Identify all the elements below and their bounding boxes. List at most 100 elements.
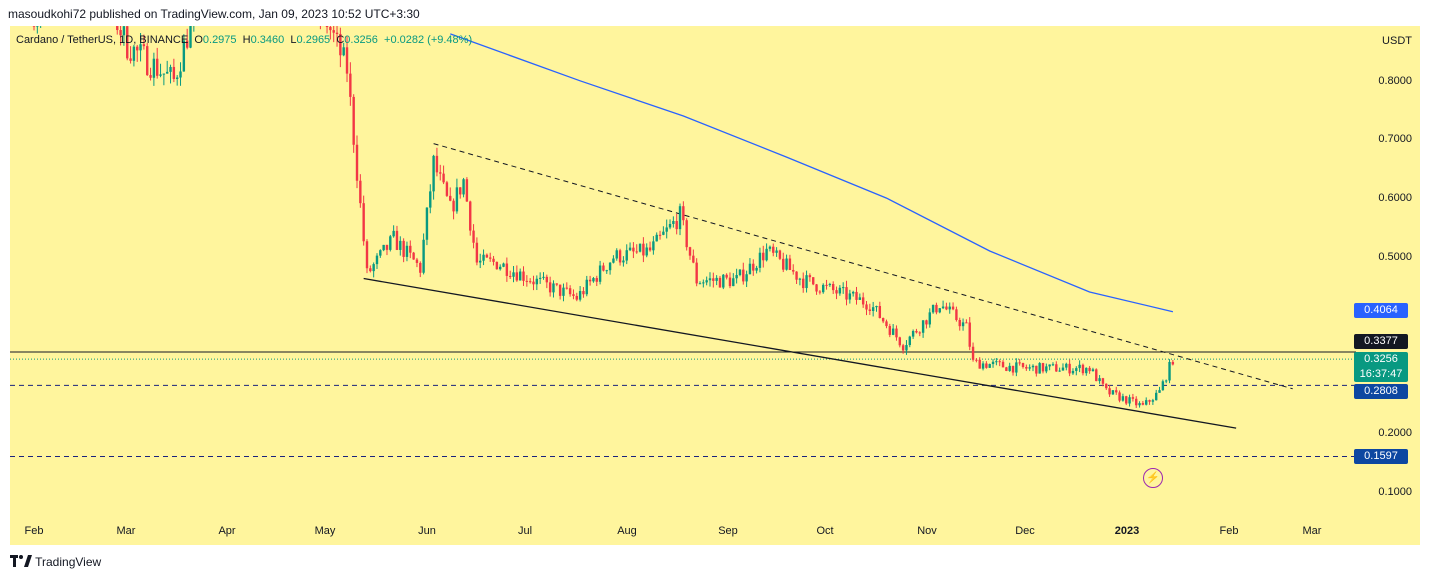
candle-body (885, 321, 888, 327)
support-level-badge: 0.2808 (1354, 384, 1408, 399)
candle-body (792, 269, 795, 272)
candle-body (988, 364, 991, 368)
candle-body (758, 252, 762, 268)
time-axis[interactable]: Feb Mar Apr May Jun Jul Aug Sep Oct Nov … (10, 468, 1356, 545)
price-axis[interactable]: USDT 0.8000 0.7000 0.6000 0.5000 0.2000 … (1354, 26, 1420, 517)
candle-body (875, 306, 878, 308)
legend-open-label: O (194, 34, 203, 46)
candle-body (931, 304, 935, 313)
candle-body (452, 200, 455, 212)
candle-body (748, 263, 752, 275)
candle-body (678, 206, 682, 230)
candle-body (465, 179, 469, 202)
candle-body (851, 291, 855, 294)
candle-body (512, 272, 515, 277)
candle-body (1018, 362, 1021, 364)
chart-svg[interactable] (10, 26, 1356, 517)
candle-body (1135, 398, 1138, 406)
candle-body (419, 262, 422, 273)
candle-body (838, 287, 842, 294)
candle-body (662, 231, 665, 235)
candle-body (542, 276, 545, 278)
candle-body (146, 46, 149, 76)
candle-body (169, 66, 172, 72)
candle-body (1031, 365, 1035, 368)
legend-high-label: H (242, 34, 251, 46)
candle-body (342, 47, 345, 56)
candle-body (921, 320, 925, 333)
x-tick-label: Nov (917, 525, 937, 537)
tradingview-logo[interactable]: TradingView (10, 555, 101, 569)
candle-body (439, 172, 442, 174)
candle-body (508, 275, 512, 277)
candle-body (1118, 392, 1121, 401)
candle-body (655, 234, 658, 242)
candle-body (1035, 365, 1038, 374)
candle-body (618, 250, 622, 263)
x-tick-label: Oct (816, 525, 834, 537)
candle-body (389, 236, 392, 250)
candle-body (858, 297, 862, 300)
legend-low: 0.2965 (296, 34, 331, 46)
resistance-level-badge: 0.3377 (1354, 334, 1408, 349)
candle-body (1058, 370, 1061, 372)
candle-body (672, 221, 675, 225)
candle-body (562, 287, 565, 296)
candle-body (928, 312, 931, 325)
candle-body (951, 306, 955, 310)
candle-body (808, 275, 812, 278)
candle-body (948, 306, 951, 310)
candle-body (325, 26, 329, 27)
candle-body (848, 293, 852, 300)
candle-body (871, 307, 875, 311)
candle-body (828, 284, 832, 286)
candle-body (1001, 361, 1005, 368)
candle-body (1085, 367, 1088, 374)
moving-average-badge: 0.4064 (1354, 303, 1408, 318)
candle-body (1141, 403, 1145, 405)
candle-body (142, 44, 146, 47)
candle-body (615, 250, 618, 259)
candle-body (485, 254, 489, 258)
candle-body (1061, 367, 1065, 371)
candle-body (832, 284, 835, 291)
candle-body (901, 345, 905, 351)
x-tick-label: Mar (1302, 525, 1322, 537)
candle-body (548, 282, 552, 293)
candle-body (722, 274, 725, 288)
candle-body (1121, 396, 1125, 401)
candle-body (489, 257, 492, 259)
candle-body (1015, 362, 1018, 373)
candle-body (1098, 378, 1101, 382)
candle-body (495, 261, 499, 270)
x-tick-label: Apr (218, 525, 236, 537)
candle-body (1005, 367, 1008, 371)
candle-body (1011, 365, 1015, 373)
candle-body (868, 309, 872, 311)
candle-body (645, 247, 648, 256)
candle-body (682, 206, 685, 221)
candle-body (685, 220, 688, 248)
flash-icon[interactable]: ⚡ (1143, 468, 1163, 488)
candle-body (938, 308, 941, 313)
candle-body (991, 361, 995, 365)
moving-average-line (450, 33, 1174, 313)
candle-body (768, 246, 772, 249)
candle-body (1131, 397, 1135, 399)
candle-body (179, 71, 182, 78)
candle-body (405, 245, 409, 257)
candle-body (345, 47, 349, 74)
x-tick-label: Mar (116, 525, 136, 537)
candle-body (632, 247, 635, 252)
candle-body (812, 277, 815, 285)
candle-body (905, 345, 908, 351)
x-tick-label: Dec (1015, 525, 1035, 537)
header-bar: masoudkohi72 published on TradingView.co… (0, 0, 1432, 26)
candle-body (1148, 400, 1151, 402)
y-tick-label: 0.1000 (1378, 486, 1412, 498)
candle-body (788, 258, 792, 270)
candle-body (362, 203, 365, 242)
candle-body (738, 269, 742, 276)
candle-body (459, 187, 462, 195)
chart-plot-area[interactable]: Cardano / TetherUS, 1D, BINANCE O0.2975 … (10, 26, 1356, 517)
